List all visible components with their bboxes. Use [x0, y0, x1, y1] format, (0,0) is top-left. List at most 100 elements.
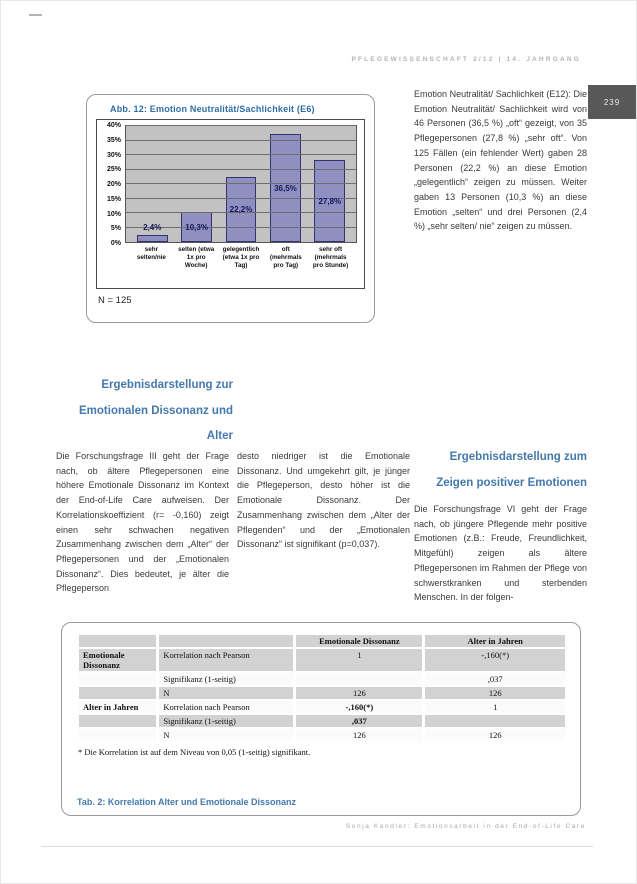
- gridline: [126, 183, 356, 184]
- table-cell: N: [159, 687, 294, 699]
- table-cell: [425, 715, 565, 727]
- table-cell: [79, 673, 157, 685]
- sample-size-note: N = 125: [98, 295, 132, 306]
- bar-value-label: 27,8%: [318, 197, 342, 206]
- y-tick-label: 20%: [106, 181, 121, 188]
- table-cell: 126: [296, 729, 423, 741]
- heading-line: Alter: [206, 430, 233, 442]
- bottom-rule: [41, 846, 593, 847]
- section-heading-positive-emotionen: Ergebnisdarstellung zum Zeigen positiver…: [414, 445, 587, 496]
- paragraph-column-3: Die Forschungsfrage VI geht der Frage na…: [414, 504, 587, 603]
- chart-bar: [269, 134, 301, 242]
- y-tick-label: 10%: [106, 210, 121, 218]
- chart-bar: [225, 176, 257, 242]
- gridline: [126, 154, 356, 155]
- table-body: Emotionale Dissonanz Korrelation nach Pea…: [79, 649, 565, 741]
- heading-line: Emotionalen Dissonanz und: [79, 404, 233, 417]
- column-header: Alter in Jahren: [425, 635, 565, 647]
- bar-chart: 0% 5% 10% 15% 20% 25% 30% 35% 40% 2,4% 10,3% 22,2%…: [96, 119, 365, 289]
- column-header: [79, 635, 157, 647]
- figure-title: Abb. 12: Emotion Neutralität/Sachlichkei…: [110, 104, 315, 114]
- table-cell: -,160(*): [296, 701, 423, 713]
- bar-value-label: 36,5%: [274, 184, 297, 194]
- x-tick-label: oft (mehrmals pro Tag): [269, 246, 302, 269]
- table-cell: Signifikanz (1-seitig): [159, 673, 294, 685]
- table-cell: [296, 673, 423, 685]
- table-row: Signifikanz (1-seitig) ,037: [79, 715, 565, 727]
- gridline: [126, 125, 356, 126]
- table-cell: ,037: [296, 715, 423, 727]
- table-cell: [79, 729, 157, 741]
- table-cell: Korrelation nach Pearson: [159, 649, 294, 671]
- journal-header: PFLEGEWISSENSCHAFT 2/12 | 14. JAHRGANG: [351, 56, 581, 63]
- table-cell: Alter in Jahren: [79, 701, 157, 713]
- heading-line: Ergebnisdarstellung zum: [449, 451, 587, 463]
- table-cell: [79, 687, 157, 699]
- gridline: [126, 212, 356, 213]
- gridline: [126, 139, 356, 141]
- heading-line: Zeigen positiver Emotionen: [436, 476, 587, 489]
- table-row: N 126 126: [79, 687, 565, 699]
- table-cell: Emotionale Dissonanz: [79, 649, 157, 671]
- bar-value-label: 10,3%: [185, 222, 208, 232]
- table-cell: ,037: [425, 673, 565, 685]
- figure-box: Abb. 12: Emotion Neutralität/Sachlichkei…: [86, 94, 375, 323]
- x-tick-label: sehr selten/nie: [136, 246, 166, 261]
- correlation-table: Emotionale Dissonanz Alter in Jahren Emot…: [76, 633, 568, 743]
- heading-line: Ergebnisdarstellung zur: [101, 379, 233, 391]
- chart-bar: [314, 160, 346, 242]
- gridline: [126, 226, 356, 228]
- table-cell: N: [159, 729, 294, 741]
- bar-slot: 2,4%: [135, 126, 169, 242]
- table-row: Signifikanz (1-seitig) ,037: [79, 673, 565, 685]
- page-number: 239: [603, 97, 621, 107]
- y-tick-label: 35%: [106, 136, 121, 144]
- table-row: Alter in Jahren Korrelation nach Pearson -…: [79, 701, 565, 713]
- x-tick-label: gelegentlich (etwa 1x pro Tag): [222, 246, 260, 269]
- table-row: Emotionale Dissonanz Korrelation nach Pea…: [79, 649, 565, 671]
- section-heading-dissonanz: Ergebnisdarstellung zur Emotionalen Diss…: [41, 373, 233, 450]
- table-cell: 126: [425, 729, 565, 741]
- table-cell: Korrelation nach Pearson: [159, 701, 294, 713]
- table-cell: 126: [296, 687, 423, 699]
- bar-slot: 36,5%: [268, 126, 302, 242]
- bar-slot: 22,2%: [224, 126, 258, 242]
- column-header: Emotionale Dissonanz: [296, 635, 423, 647]
- x-axis: sehr selten/nie selten (etwa 1x pro Woche…: [125, 243, 357, 269]
- y-tick-label: 40%: [106, 122, 121, 129]
- table-cell: 1: [296, 649, 423, 671]
- gridline: [126, 197, 356, 199]
- y-tick-label: 15%: [106, 195, 121, 203]
- x-tick-label: selten (etwa 1x pro Woche): [178, 246, 215, 269]
- column-header: [159, 635, 294, 647]
- bar-value-label: 2,4%: [143, 222, 162, 232]
- crop-mark: [29, 14, 42, 16]
- table-box: Emotionale Dissonanz Alter in Jahren Emot…: [61, 622, 581, 816]
- table-head: Emotionale Dissonanz Alter in Jahren: [79, 635, 565, 647]
- bar-slot: 27,8%: [313, 126, 347, 242]
- chart-bar: [136, 234, 168, 242]
- bar-slot: 10,3%: [179, 126, 213, 242]
- table-cell: -,160(*): [425, 649, 565, 671]
- table-cell: Signifikanz (1-seitig): [159, 715, 294, 727]
- paragraph-column-1: Die Forschungsfrage III geht der Frage n…: [56, 451, 229, 594]
- gridline: [126, 168, 356, 170]
- y-tick-label: 0%: [110, 240, 121, 247]
- page-number-badge: 239: [588, 85, 636, 119]
- table-footnote: * Die Korrelation ist auf dem Niveau von…: [78, 747, 311, 757]
- paragraph-column-2: desto niedriger ist die Emotionale Disso…: [237, 451, 410, 550]
- bars-row: 2,4% 10,3% 22,2% 36,5% 27,8%: [126, 126, 356, 242]
- x-tick-label: sehr oft (mehrmals pro Stunde): [312, 246, 349, 269]
- paragraph-neutralitaet: Emotion Neutralität/ Sachlichkeit (E12):…: [414, 89, 587, 232]
- table-row: N 126 126: [79, 729, 565, 741]
- y-tick-label: 5%: [110, 225, 121, 233]
- column-3: Ergebnisdarstellung zum Zeigen positiver…: [414, 445, 587, 605]
- bar-value-label: 22,2%: [229, 205, 253, 215]
- footer-running-title: Sonja Kandler: Emotionsarbeit in der End…: [345, 823, 586, 830]
- chart-main: 0% 5% 10% 15% 20% 25% 30% 35% 40% 2,4% 10,3% 22,2%…: [99, 122, 357, 247]
- table-cell: [79, 715, 157, 727]
- table-header-row: Emotionale Dissonanz Alter in Jahren: [79, 635, 565, 647]
- y-tick-label: 30%: [106, 151, 121, 159]
- y-tick-label: 25%: [106, 166, 121, 174]
